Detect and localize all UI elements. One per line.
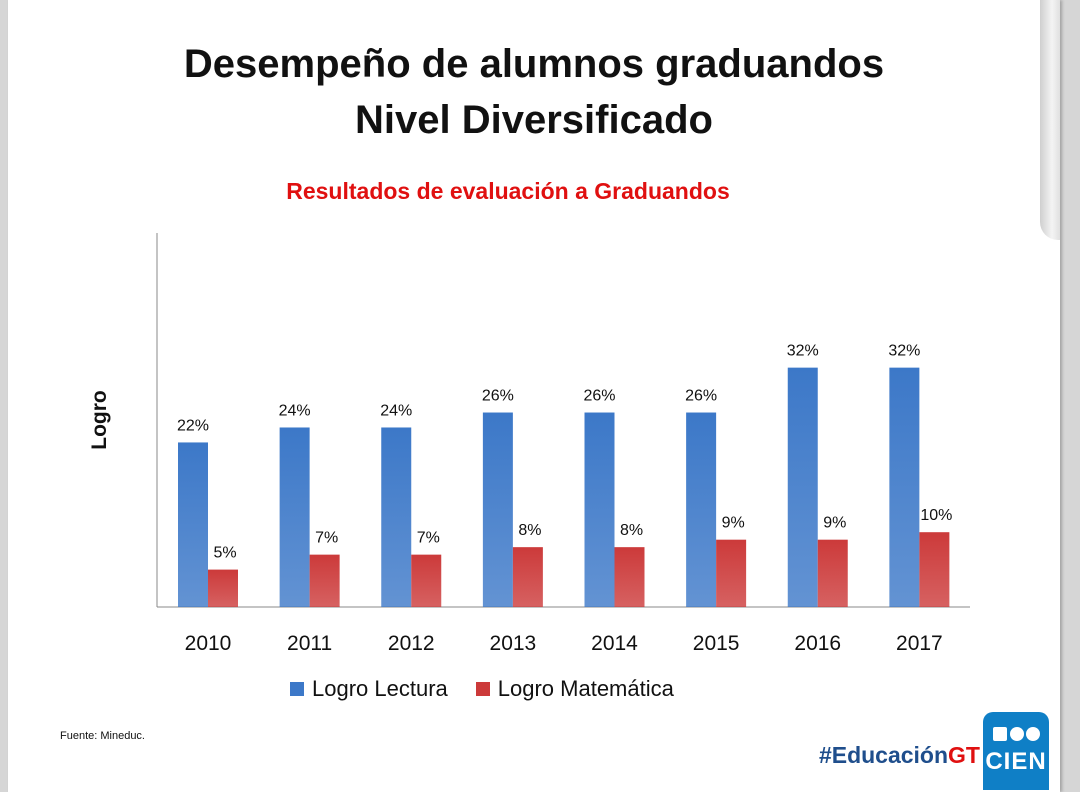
- legend-label-lectura: Logro Lectura: [312, 676, 448, 701]
- data-label-matematica-2013: 8%: [518, 522, 541, 539]
- x-tick-label-2017: 2017: [896, 632, 943, 655]
- bar-matematica-2011: [309, 554, 340, 607]
- page-curl: [1040, 0, 1060, 240]
- x-tick-label-2015: 2015: [693, 632, 740, 655]
- bar-lectura-2014: [584, 412, 615, 607]
- data-label-lectura-2012: 24%: [380, 402, 412, 419]
- data-label-matematica-2016: 9%: [823, 515, 846, 532]
- bar-matematica-2017: [919, 532, 950, 607]
- data-label-matematica-2014: 8%: [620, 522, 643, 539]
- bar-lectura-2011: [279, 427, 310, 607]
- logo-circles-icon: [993, 727, 1040, 741]
- data-label-matematica-2012: 7%: [417, 530, 440, 547]
- x-tick-label-2013: 2013: [490, 632, 537, 655]
- x-tick-label-2010: 2010: [185, 632, 232, 655]
- data-label-matematica-2017: 10%: [920, 507, 952, 524]
- bar-matematica-2015: [716, 539, 747, 607]
- y-axis-label: Logro: [88, 390, 111, 449]
- bar-lectura-2016: [787, 367, 818, 607]
- legend-swatch-lectura: [290, 682, 304, 696]
- hashtag-part1: #Educación: [818, 742, 949, 768]
- slide-title-line1: Desempeño de alumnos graduandos: [183, 42, 885, 86]
- cien-logo: CIEN: [983, 712, 1049, 790]
- legend-label-matematica: Logro Matemática: [497, 676, 674, 701]
- data-label-matematica-2015: 9%: [722, 515, 745, 532]
- bar-lectura-2012: [381, 427, 412, 607]
- bar-lectura-2015: [686, 412, 717, 607]
- x-tick-label-2012: 2012: [388, 632, 435, 655]
- bar-lectura-2013: [482, 412, 513, 607]
- x-tick-label-2011: 2011: [287, 632, 332, 655]
- data-label-lectura-2017: 32%: [888, 343, 920, 360]
- data-label-lectura-2011: 24%: [279, 402, 311, 419]
- data-label-lectura-2013: 26%: [482, 388, 514, 405]
- data-label-lectura-2014: 26%: [583, 388, 615, 405]
- bar-matematica-2013: [512, 547, 543, 607]
- legend-item-matematica: Logro Matemática: [475, 676, 674, 702]
- chart-legend: Logro Lectura Logro Matemática: [290, 676, 674, 702]
- x-tick-label-2016: 2016: [794, 632, 841, 655]
- bar-lectura-2017: [889, 367, 920, 607]
- hashtag-part2: GT: [948, 742, 980, 768]
- slide: Desempeño de alumnos graduandos Nivel Di…: [8, 0, 1060, 792]
- slide-title-line2: Nivel Diversificado: [355, 98, 713, 142]
- bar-matematica-2012: [411, 554, 442, 607]
- legend-swatch-matematica: [475, 682, 490, 696]
- chart-title: Resultados de evaluación a Graduandos: [286, 178, 730, 204]
- data-label-lectura-2016: 32%: [787, 343, 819, 360]
- bar-lectura-2010: [178, 442, 208, 607]
- hashtag: #EducaciónGT: [819, 742, 980, 769]
- bar-matematica-2014: [614, 547, 645, 607]
- data-label-matematica-2011: 7%: [315, 530, 338, 547]
- bar-matematica-2016: [817, 539, 848, 607]
- x-tick-label-2014: 2014: [591, 632, 638, 655]
- legend-item-lectura: Logro Lectura: [290, 676, 448, 702]
- logo-text: CIEN: [985, 748, 1047, 775]
- data-label-matematica-2010: 5%: [213, 545, 236, 562]
- data-label-lectura-2010: 22%: [177, 417, 209, 434]
- data-label-lectura-2015: 26%: [685, 388, 717, 405]
- bar-matematica-2010: [208, 569, 238, 607]
- source-note: Fuente: Mineduc.: [60, 730, 145, 742]
